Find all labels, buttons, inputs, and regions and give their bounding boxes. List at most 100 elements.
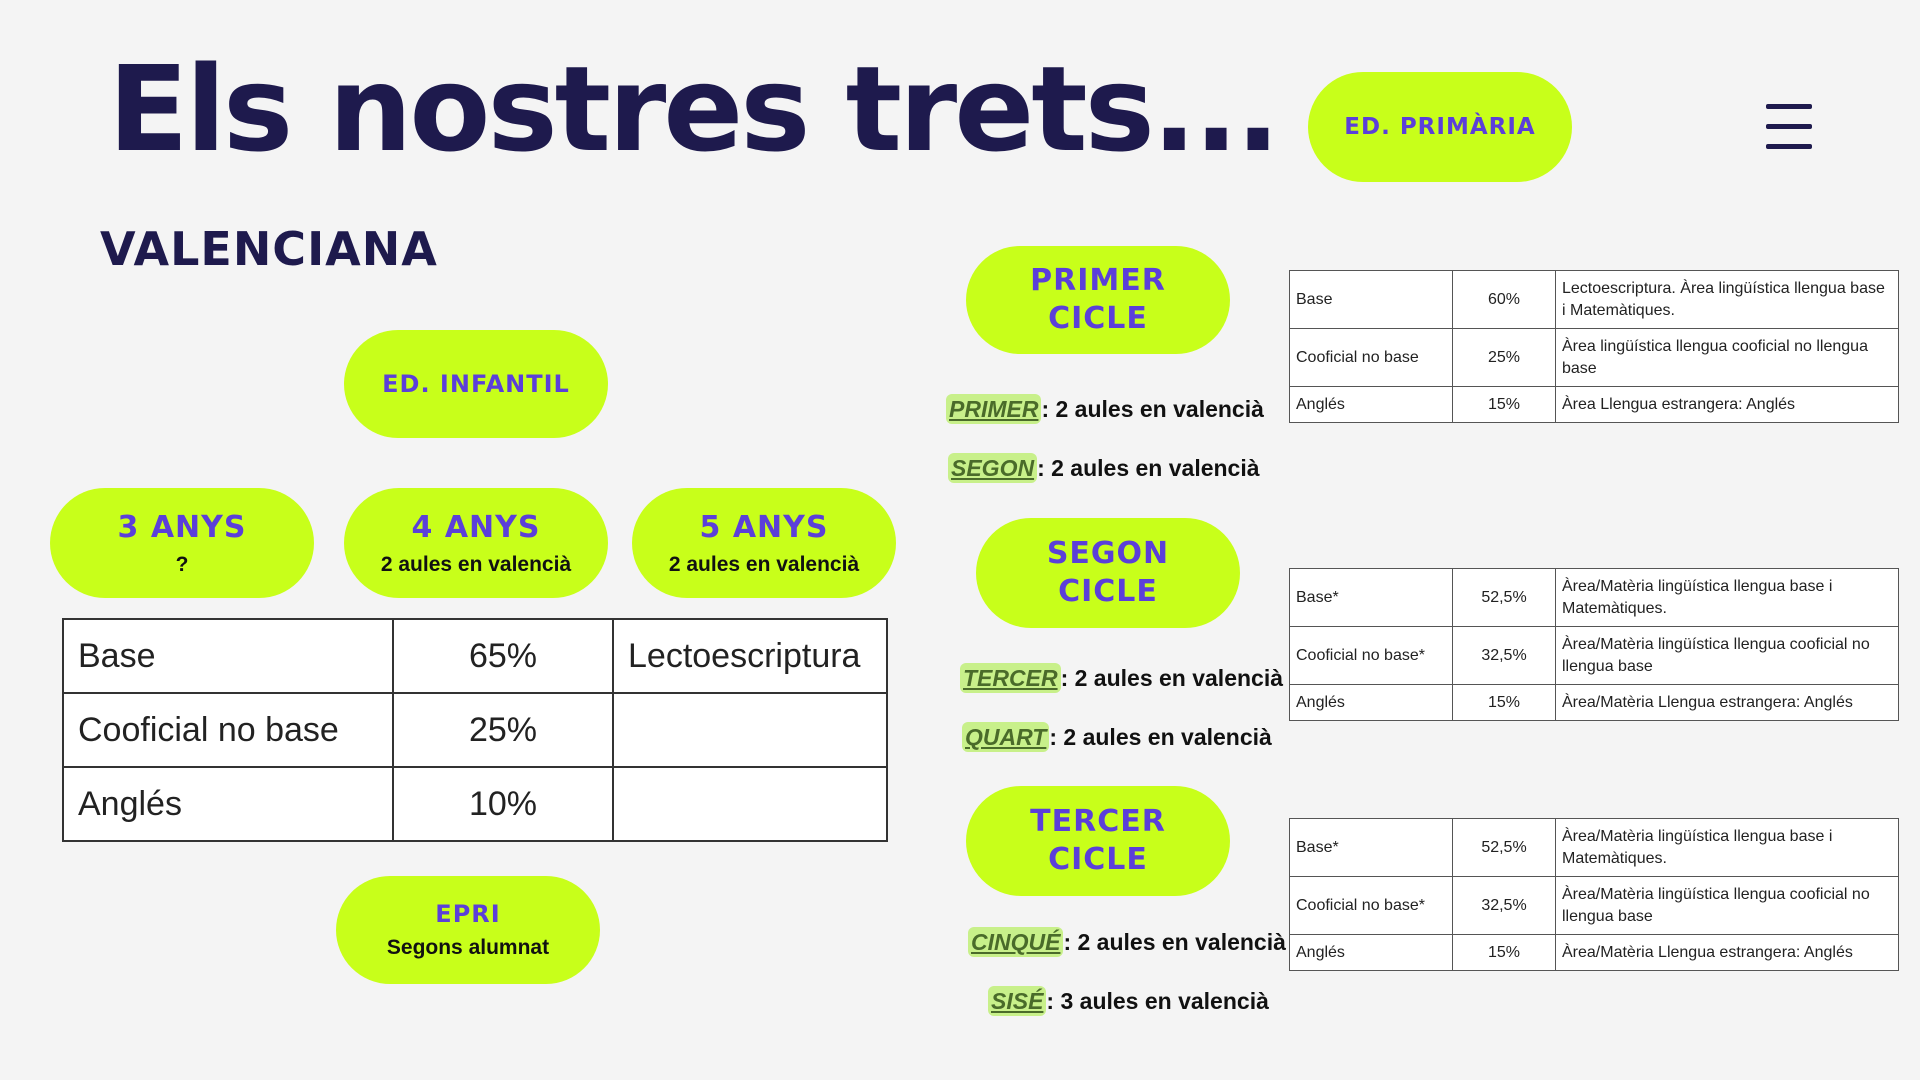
table-cell: Base* xyxy=(1289,568,1453,627)
course-text: : 2 aules en valencià xyxy=(1060,665,1284,691)
table-cell: 32,5% xyxy=(1452,626,1556,685)
cycle-label: CICLE xyxy=(1048,301,1148,336)
cycle-label: SEGON xyxy=(1046,536,1170,571)
course-text: : 3 aules en valencià xyxy=(1046,988,1269,1014)
table-cell: Anglés xyxy=(1289,386,1453,423)
epri-label: EPRI xyxy=(435,900,501,928)
table-cell: 15% xyxy=(1452,386,1556,423)
course-text: : 2 aules en valencià xyxy=(1041,396,1264,422)
course-key: QUART xyxy=(962,722,1050,752)
year-label: 5 ANYS xyxy=(699,509,829,545)
table-cell: Àrea/Matèria lingüística llengua coofici… xyxy=(1555,876,1899,935)
table-cell: 65% xyxy=(392,618,614,694)
table-cell: Àrea/Matèria lingüística llengua base i … xyxy=(1555,818,1899,877)
menu-bar-bottom xyxy=(1766,144,1812,149)
year-sub: 2 aules en valencià xyxy=(668,552,860,576)
table-row: Base* 52,5% Àrea/Matèria lingüística lle… xyxy=(1289,568,1899,627)
course-text: : 2 aules en valencià xyxy=(1037,455,1260,481)
table-cell: Base* xyxy=(1289,818,1453,877)
cycle-table-primer: Base 60% Lectoescriptura. Àrea lingüísti… xyxy=(1289,270,1899,423)
table-cell: 52,5% xyxy=(1452,568,1556,627)
hamburger-menu-icon[interactable] xyxy=(1766,104,1814,150)
year-label: 4 ANYS xyxy=(411,509,541,545)
cycle-table-tercer: Base* 52,5% Àrea/Matèria lingüística lle… xyxy=(1289,818,1899,971)
course-key: SISÉ xyxy=(988,986,1047,1016)
table-cell: Cooficial no base xyxy=(62,692,394,768)
course-text: : 2 aules en valencià xyxy=(1063,929,1286,955)
table-cell xyxy=(612,766,888,842)
year-pill-3: 3 ANYS ? xyxy=(50,488,314,598)
year-sub: ? xyxy=(175,552,189,576)
table-cell xyxy=(612,692,888,768)
table-row: Cooficial no base* 32,5% Àrea/Matèria li… xyxy=(1289,626,1899,685)
course-line: SEGON: 2 aules en valencià xyxy=(948,453,1260,483)
infantil-pill: ED. INFANTIL xyxy=(344,330,608,438)
cycle-table-segon: Base* 52,5% Àrea/Matèria lingüística lle… xyxy=(1289,568,1899,721)
table-cell: 25% xyxy=(1452,328,1556,387)
table-cell: 15% xyxy=(1452,934,1556,971)
course-key: SEGON xyxy=(948,453,1038,483)
table-cell: Àrea/Matèria Llengua estrangera: Anglés xyxy=(1555,684,1899,721)
table-row: Cooficial no base 25% Àrea lingüística l… xyxy=(1289,328,1899,387)
course-line: SISÉ: 3 aules en valencià xyxy=(988,986,1269,1016)
table-cell: Cooficial no base* xyxy=(1289,876,1453,935)
menu-bar-top xyxy=(1766,104,1812,109)
menu-bar-middle xyxy=(1766,124,1812,129)
table-cell: Base xyxy=(62,618,394,694)
table-cell: 32,5% xyxy=(1452,876,1556,935)
table-cell: Lectoescriptura xyxy=(612,618,888,694)
table-cell: Anglés xyxy=(1289,934,1453,971)
table-row: Base* 52,5% Àrea/Matèria lingüística lle… xyxy=(1289,818,1899,877)
year-pill-5: 5 ANYS 2 aules en valencià xyxy=(632,488,896,598)
course-text: : 2 aules en valencià xyxy=(1049,724,1272,750)
table-row: Anglés 15% Àrea/Matèria Llengua estrange… xyxy=(1289,934,1899,971)
course-key: CINQUÉ xyxy=(968,927,1064,957)
table-cell: Àrea/Matèria lingüística llengua coofici… xyxy=(1555,626,1899,685)
page-title: Els nostres trets... xyxy=(108,40,1280,178)
table-cell: 10% xyxy=(392,766,614,842)
table-cell: Cooficial no base* xyxy=(1289,626,1453,685)
course-key: TERCER xyxy=(960,663,1061,693)
table-cell: Cooficial no base xyxy=(1289,328,1453,387)
table-cell: Anglés xyxy=(1289,684,1453,721)
table-row: Anglés 15% Àrea Llengua estrangera: Angl… xyxy=(1289,386,1899,423)
cycle-label: CICLE xyxy=(1048,842,1148,877)
table-cell: Àrea/Matèria lingüística llengua base i … xyxy=(1555,568,1899,627)
cycle-label: TERCER xyxy=(1030,804,1166,839)
table-row: Cooficial no base* 32,5% Àrea/Matèria li… xyxy=(1289,876,1899,935)
table-row: Anglés 15% Àrea/Matèria Llengua estrange… xyxy=(1289,684,1899,721)
table-cell: Àrea lingüística llengua cooficial no ll… xyxy=(1555,328,1899,387)
table-row: Base 65% Lectoescriptura xyxy=(62,618,888,694)
epri-sub: Segons alumnat xyxy=(386,936,550,959)
section-subtitle: VALENCIANA xyxy=(100,222,438,276)
cycle-pill-segon: SEGON CICLE xyxy=(976,518,1240,628)
course-key: PRIMER xyxy=(946,394,1042,424)
course-line: QUART: 2 aules en valencià xyxy=(962,722,1272,752)
infantil-label: ED. INFANTIL xyxy=(382,370,570,398)
table-cell: Anglés xyxy=(62,766,394,842)
primaria-badge: ED. PRIMÀRIA xyxy=(1308,72,1572,182)
epri-pill: EPRI Segons alumnat xyxy=(336,876,600,984)
table-cell: 25% xyxy=(392,692,614,768)
year-pill-4: 4 ANYS 2 aules en valencià xyxy=(344,488,608,598)
course-line: TERCER: 2 aules en valencià xyxy=(960,663,1284,693)
table-cell: 52,5% xyxy=(1452,818,1556,877)
cycle-pill-tercer: TERCER CICLE xyxy=(966,786,1230,896)
table-cell: Àrea/Matèria Llengua estrangera: Anglés xyxy=(1555,934,1899,971)
year-sub: 2 aules en valencià xyxy=(380,552,572,576)
table-row: Anglés 10% xyxy=(62,766,888,842)
course-line: CINQUÉ: 2 aules en valencià xyxy=(968,927,1286,957)
cycle-label: PRIMER xyxy=(1030,263,1166,298)
table-cell: Lectoescriptura. Àrea lingüística llengu… xyxy=(1555,270,1899,329)
table-row: Base 60% Lectoescriptura. Àrea lingüísti… xyxy=(1289,270,1899,329)
table-cell: 15% xyxy=(1452,684,1556,721)
table-cell: Àrea Llengua estrangera: Anglés xyxy=(1555,386,1899,423)
cycle-pill-primer: PRIMER CICLE xyxy=(966,246,1230,354)
year-label: 3 ANYS xyxy=(117,509,247,545)
infantil-table: Base 65% Lectoescriptura Cooficial no ba… xyxy=(62,618,888,842)
table-row: Cooficial no base 25% xyxy=(62,692,888,768)
table-cell: 60% xyxy=(1452,270,1556,329)
primaria-badge-label: ED. PRIMÀRIA xyxy=(1344,114,1536,140)
cycle-label: CICLE xyxy=(1058,574,1158,609)
course-line: PRIMER: 2 aules en valencià xyxy=(946,394,1264,424)
